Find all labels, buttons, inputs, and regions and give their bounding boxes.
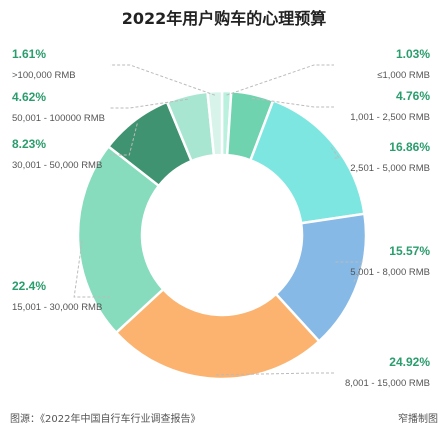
- slice-label-group: 22.4% 15,001 - 30,000 RMB: [12, 240, 110, 313]
- slice-percent-label: 4.76%: [396, 89, 430, 103]
- slice-percent-label: 8.23%: [12, 137, 46, 151]
- slice-range-label: >100,000 RMB: [12, 70, 76, 81]
- donut-slice: [114, 287, 321, 381]
- slice-label-group: 15.57% 5,001 - 8,000 RMB: [334, 244, 430, 283]
- slice-range-label: ≤1,000 RMB: [377, 70, 430, 81]
- slice-label-group: 4.62% 50,001 - 100000 RMB: [12, 90, 188, 124]
- slice-leader-line: [334, 261, 363, 283]
- slice-range-label: 30,001 - 50,000 RMB: [12, 160, 102, 171]
- donut-slices: [76, 89, 368, 381]
- slice-leader-line: [110, 123, 138, 156]
- slice-percent-label: 24.92%: [389, 355, 430, 369]
- slice-leader-line: [216, 372, 334, 376]
- slice-range-label: 15,001 - 30,000 RMB: [12, 302, 102, 313]
- slice-range-label: 1,001 - 2,500 RMB: [350, 112, 430, 123]
- slice-label-group: 1.03% ≤1,000 RMB: [226, 47, 430, 96]
- slice-range-label: 8,001 - 15,000 RMB: [345, 378, 430, 389]
- slice-leader-line: [110, 98, 188, 109]
- slice-percent-label: 1.61%: [12, 47, 46, 61]
- slice-percent-label: 1.03%: [396, 47, 430, 61]
- slice-leader-line: [226, 64, 334, 96]
- slice-range-label: 5,001 - 8,000 RMB: [350, 267, 430, 278]
- slice-label-group: 1.61% >100,000 RMB: [12, 47, 216, 96]
- donut-slice: [76, 144, 165, 335]
- slice-percent-label: 4.62%: [12, 90, 46, 104]
- slice-range-label: 2,501 - 5,000 RMB: [350, 163, 430, 174]
- slice-percent-label: 16.86%: [389, 140, 430, 154]
- chart-title: 2022年用户购车的心理预算: [122, 9, 327, 28]
- donut-slice: [206, 89, 224, 157]
- slice-label-group: 4.76% 1,001 - 2,500 RMB: [251, 89, 430, 123]
- source-note: 图源：《2022年中国自行车行业调查报告》: [10, 412, 200, 425]
- slice-label-group: 16.86% 2,501 - 5,000 RMB: [330, 140, 430, 174]
- slice-labels: 1.03% ≤1,000 RMB 4.76% 1,001 - 2,500 RMB 16.…: [12, 47, 430, 389]
- slice-range-label: 50,001 - 100000 RMB: [12, 113, 105, 124]
- slice-leader-line: [73, 240, 110, 298]
- slice-leader-line: [330, 146, 341, 159]
- slice-label-group: 8.23% 30,001 - 50,000 RMB: [12, 123, 138, 171]
- slice-percent-label: 15.57%: [389, 244, 430, 258]
- slice-leader-line: [110, 64, 216, 96]
- slice-percent-label: 22.4%: [12, 279, 46, 293]
- donut-slice: [248, 98, 366, 225]
- slice-leader-line: [251, 97, 334, 108]
- credit-note: 窄播制图: [398, 412, 438, 425]
- slice-label-group: 24.92% 8,001 - 15,000 RMB: [216, 355, 430, 389]
